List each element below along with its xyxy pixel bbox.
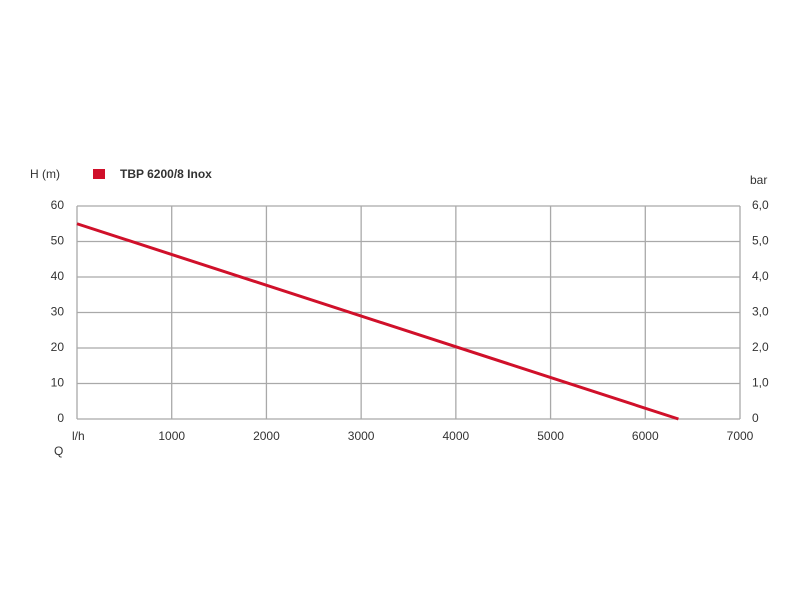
x-tick-label: 7000 (727, 429, 754, 443)
data-line (76, 222, 679, 421)
y2-tick-label: 0 (752, 411, 759, 425)
y-tick-label: 20 (51, 340, 65, 354)
y2-tick-label: 5,0 (752, 234, 769, 248)
x-tick-label: 3000 (348, 429, 375, 443)
legend-label: TBP 6200/8 Inox (120, 167, 212, 181)
x-unit-label: l/h (72, 429, 85, 443)
x-tick-label: 2000 (253, 429, 280, 443)
y-axis-label: H (m) (30, 167, 60, 181)
y-tick-label: 60 (51, 198, 65, 212)
y2-tick-label: 6,0 (752, 198, 769, 212)
y2-tick-label: 3,0 (752, 305, 769, 319)
x-tick-label: 1000 (158, 429, 185, 443)
y2-axis-label: bar (750, 173, 767, 187)
x-tick-label: 4000 (443, 429, 470, 443)
y-tick-label: 10 (51, 376, 65, 390)
y-tick-label: 50 (51, 234, 65, 248)
y-tick-label: 30 (51, 305, 65, 319)
y2-tick-label: 2,0 (752, 340, 769, 354)
y2-tick-label: 1,0 (752, 376, 769, 390)
y-tick-label: 0 (57, 411, 64, 425)
legend-swatch (93, 169, 105, 179)
y2-tick-label: 4,0 (752, 269, 769, 283)
x-axis-label: Q (54, 444, 63, 458)
x-tick-label: 5000 (537, 429, 564, 443)
x-tick-label: 6000 (632, 429, 659, 443)
y-tick-label: 40 (51, 269, 65, 283)
